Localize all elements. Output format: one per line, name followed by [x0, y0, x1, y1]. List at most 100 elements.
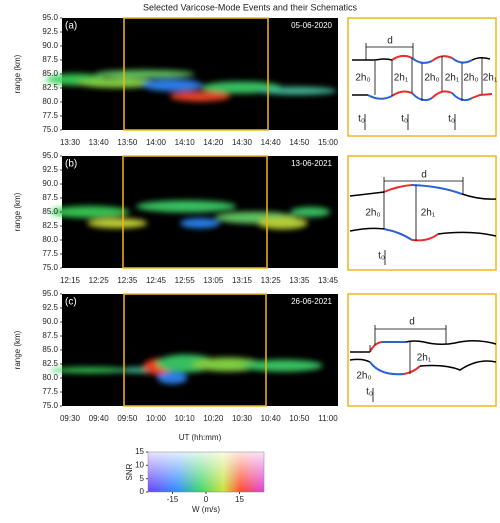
heatmap-texture: [49, 354, 323, 384]
d-label: d: [387, 36, 393, 47]
y-tick-label: 92.5: [42, 165, 58, 174]
h-label: 2h₁: [421, 208, 436, 219]
x-tick-label: 12:45: [146, 276, 167, 285]
heatmap-texture: [45, 70, 337, 102]
y-tick-label: 82.5: [42, 83, 58, 92]
echo: [49, 367, 130, 374]
panel-label: (c): [65, 297, 77, 308]
echo: [242, 359, 323, 372]
h-label: 2h₁: [417, 353, 432, 364]
colorbar-x-label: W (m/s): [192, 505, 220, 514]
echo: [142, 79, 203, 92]
x-tick-label: 14:40: [261, 138, 282, 147]
x-tick-label: 13:05: [203, 276, 224, 285]
x-tick-label: 14:10: [175, 138, 196, 147]
x-tick-label: 09:30: [60, 414, 81, 423]
y-tick-label: 90.0: [42, 317, 58, 326]
x-tick-label: 12:55: [175, 276, 196, 285]
event-window: [123, 17, 269, 131]
y-tick-label: 82.5: [42, 221, 58, 230]
x-tick-label: 09:50: [117, 414, 138, 423]
y-axis-label: range (km): [13, 192, 22, 231]
schematic-b: d 2h₀ 2h₁ t₀: [347, 155, 497, 271]
h-label: 2h₁: [394, 73, 409, 84]
y-tick-label: 90.0: [42, 41, 58, 50]
y-tick-label: 87.5: [42, 55, 58, 64]
y-tick-label: 77.5: [42, 111, 58, 120]
x-tick-label: 14:50: [289, 138, 310, 147]
x-tick-label: 12:25: [89, 276, 110, 285]
x-tick-label: 14:30: [232, 138, 253, 147]
colorbar-y-tick-label: 5: [140, 474, 145, 483]
y-tick-label: 92.5: [42, 303, 58, 312]
echo: [136, 200, 237, 213]
schematic-frame: [347, 17, 497, 137]
d-label: d: [421, 170, 427, 181]
echo: [256, 86, 337, 95]
y-tick-label: 77.5: [42, 249, 58, 258]
x-tick-label: 10:10: [175, 414, 196, 423]
echo: [257, 217, 308, 230]
x-tick-label: 10:40: [261, 414, 282, 423]
event-window: [122, 155, 268, 269]
x-tick-label: 10:20: [203, 414, 224, 423]
colorbar-x-tick-label: 15: [235, 495, 244, 504]
x-tick-label: 13:30: [60, 138, 81, 147]
y-tick-label: 80.0: [42, 235, 58, 244]
x-tick-label: 13:25: [261, 276, 282, 285]
x-tick-label: 13:45: [318, 276, 339, 285]
date-label: 05-06-2020: [291, 21, 332, 30]
t-label: t₀: [378, 251, 385, 262]
x-tick-label: 10:00: [146, 414, 167, 423]
x-tick-label: 13:35: [289, 276, 310, 285]
echo: [180, 218, 220, 229]
echo: [49, 206, 130, 218]
colorbar-fade: [148, 452, 264, 492]
event-window: [123, 293, 267, 407]
y-axis-label: range (km): [13, 54, 22, 93]
y-tick-label: 85.0: [42, 345, 58, 354]
panel-label: (a): [65, 21, 77, 32]
figure-title: Selected Varicose-Mode Events and their …: [143, 2, 357, 12]
y-tick-label: 85.0: [42, 69, 58, 78]
d-label: d: [409, 317, 415, 328]
echo: [290, 207, 331, 217]
t-label: t₀: [401, 114, 408, 125]
colorbar-y-label: SNR: [125, 463, 134, 480]
y-tick-label: 75.0: [42, 401, 58, 410]
echo: [170, 91, 230, 102]
echo: [87, 218, 148, 229]
y-tick-label: 75.0: [42, 125, 58, 134]
heatmap-texture: [49, 200, 331, 230]
x-tick-label: 09:40: [89, 414, 110, 423]
schematic-c: d 2h₁ 2h₀ t₀: [347, 293, 497, 407]
echo: [77, 77, 158, 88]
x-tick-label: 13:50: [117, 138, 138, 147]
x-tick-label: 14:20: [203, 138, 224, 147]
y-tick-label: 95.0: [42, 151, 58, 160]
t-label: t₀: [448, 114, 455, 125]
h-label: 2h₀: [365, 208, 380, 219]
colorbar-y-tick-label: 0: [140, 487, 145, 496]
y-tick-label: 87.5: [42, 193, 58, 202]
h-label: 2h₀: [356, 371, 371, 382]
x-tick-label: 12:35: [117, 276, 138, 285]
colorbar-y-tick-label: 15: [135, 447, 144, 456]
t-label: t₀: [358, 114, 365, 125]
x-tick-label: 12:15: [60, 276, 81, 285]
panel-label: (b): [65, 159, 77, 170]
schematic-frame: [347, 293, 497, 407]
h-label: 2h₁: [483, 73, 498, 84]
x-tick-label: 14:00: [146, 138, 167, 147]
schematic-frame: [347, 155, 497, 271]
echo: [192, 357, 263, 372]
y-tick-label: 90.0: [42, 179, 58, 188]
x-tick-label: 10:50: [289, 414, 310, 423]
x-tick-label: 13:40: [89, 138, 110, 147]
y-tick-label: 85.0: [42, 207, 58, 216]
date-label: 13-06-2021: [291, 159, 332, 168]
y-tick-label: 75.0: [42, 263, 58, 272]
y-tick-label: 92.5: [42, 27, 58, 36]
date-label: 26-06-2021: [291, 297, 332, 306]
